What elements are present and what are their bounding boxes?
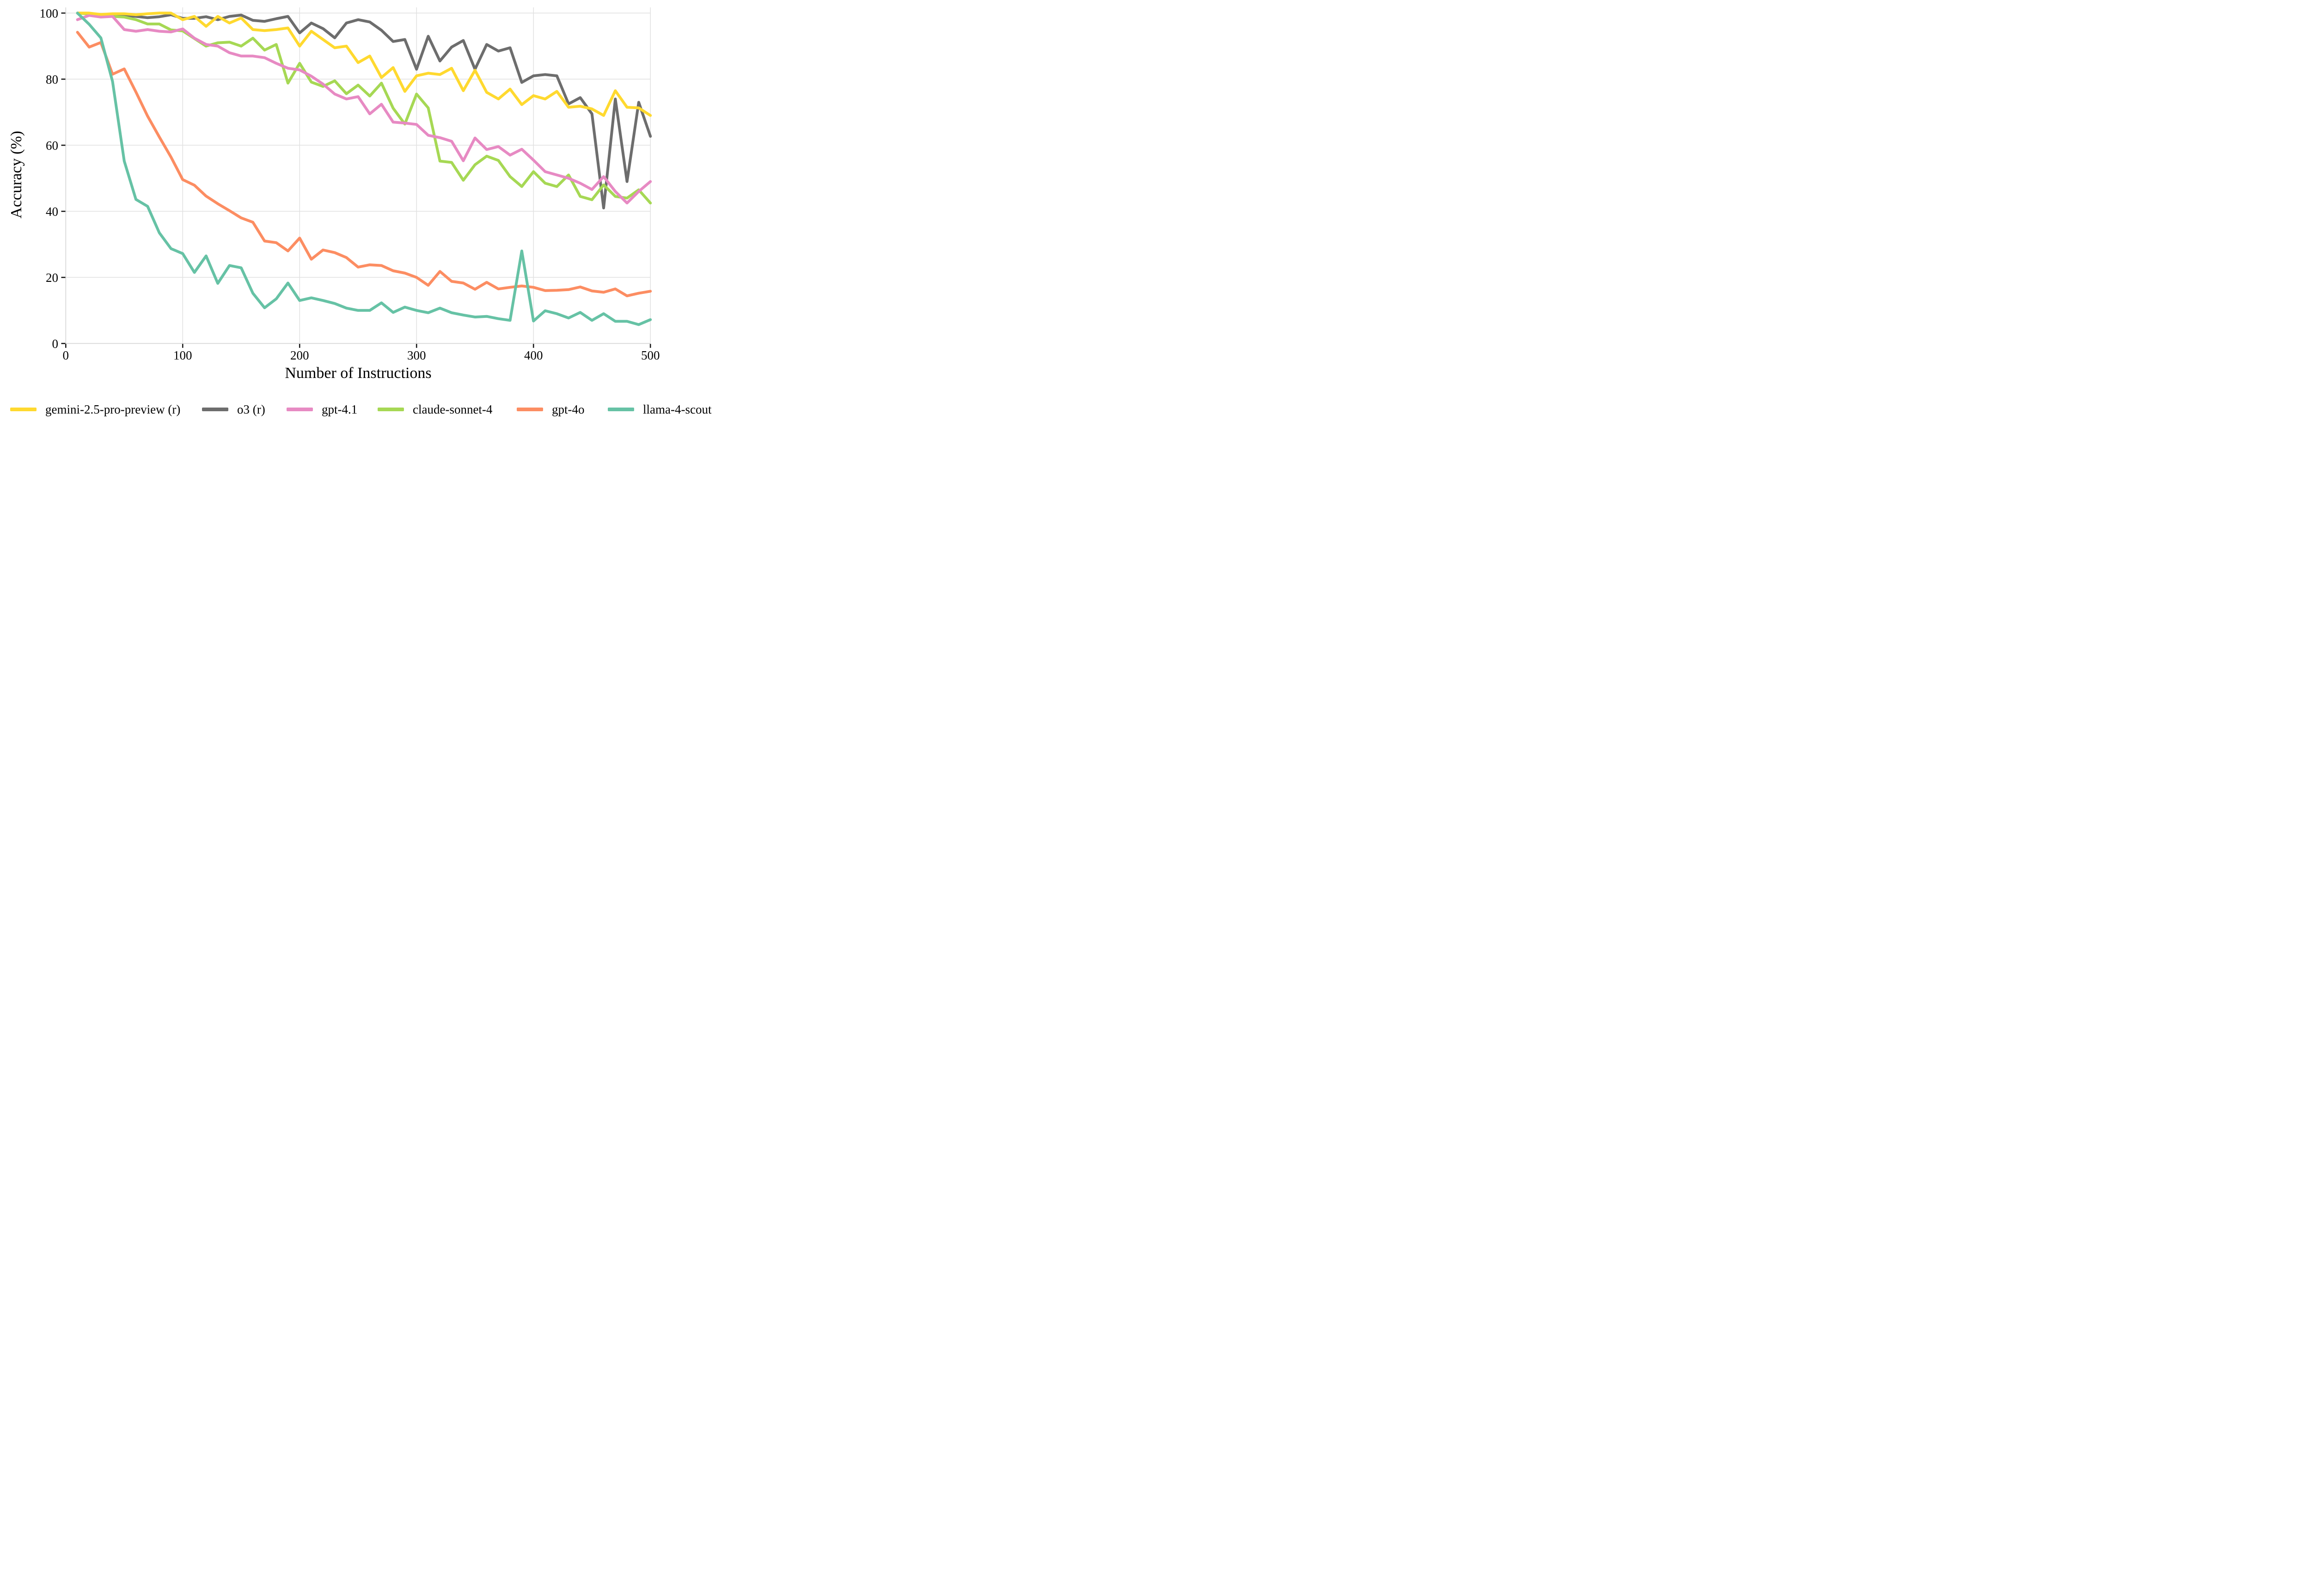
data-series-lines: [76, 12, 652, 326]
y-tick-label: 40: [46, 205, 58, 219]
legend-swatch-gpt41: [287, 408, 313, 411]
legend-swatch-o3: [202, 408, 228, 411]
y-axis-title: Accuracy (%): [8, 131, 25, 219]
x-tick-label: 0: [63, 348, 69, 362]
legend-label: gemini-2.5-pro-preview (r): [45, 402, 181, 416]
legend-item-gpt41: gpt-4.1: [287, 400, 357, 419]
legend-item-gemini: gemini-2.5-pro-preview (r): [10, 400, 180, 419]
legend-swatch-gemini: [10, 408, 37, 411]
x-tick-label: 300: [407, 348, 426, 362]
x-tick-label: 200: [290, 348, 309, 362]
x-tick-label: 500: [641, 348, 660, 362]
legend-item-claude: claude-sonnet-4: [378, 400, 492, 419]
x-axis-title: Number of Instructions: [285, 365, 431, 382]
accuracy-vs-instructions-figure: 0 20 40 60 80 100 0 100 200 300 400 500 Number of I…: [0, 0, 715, 424]
legend-label: gpt-4o: [552, 402, 585, 416]
axis-spines: [65, 7, 651, 344]
legend-label: gpt-4.1: [322, 402, 358, 416]
y-tick-label: 100: [40, 6, 59, 20]
series-line-gpt-4-1: [76, 14, 652, 205]
legend-item-gpt4o: gpt-4o: [517, 400, 585, 419]
line-chart-canvas: 0 20 40 60 80 100 0 100 200 300 400 500 Number of I…: [8, 6, 660, 382]
legend-item-o3: o3 (r): [202, 400, 265, 419]
y-tick-label: 20: [46, 271, 58, 285]
y-tick-label: 60: [46, 139, 58, 152]
legend-label: claude-sonnet-4: [413, 402, 493, 416]
x-tick-label: 100: [173, 348, 192, 362]
legend-swatch-llama: [608, 408, 634, 411]
x-tick-label: 400: [524, 348, 543, 362]
axis-ticks: [61, 12, 651, 348]
y-tick-label: 0: [52, 337, 59, 351]
series-line-gpt-4o: [76, 30, 652, 298]
legend-label: llama-4-scout: [643, 402, 712, 416]
legend-swatch-claude: [378, 408, 404, 411]
axis-tick-labels: 0 20 40 60 80 100 0 100 200 300 400 500: [40, 6, 660, 362]
series-line-gemini-2-5-pro-preview-r-: [76, 12, 652, 117]
series-line-llama-4-scout: [76, 12, 652, 326]
legend-swatch-gpt4o: [517, 408, 543, 411]
legend-item-llama: llama-4-scout: [608, 400, 711, 419]
legend-label: o3 (r): [237, 402, 265, 416]
series-line-claude-sonnet-4: [76, 12, 652, 205]
legend: gemini-2.5-pro-preview (r) o3 (r) gpt-4.…: [0, 400, 715, 421]
y-tick-label: 80: [46, 73, 58, 86]
